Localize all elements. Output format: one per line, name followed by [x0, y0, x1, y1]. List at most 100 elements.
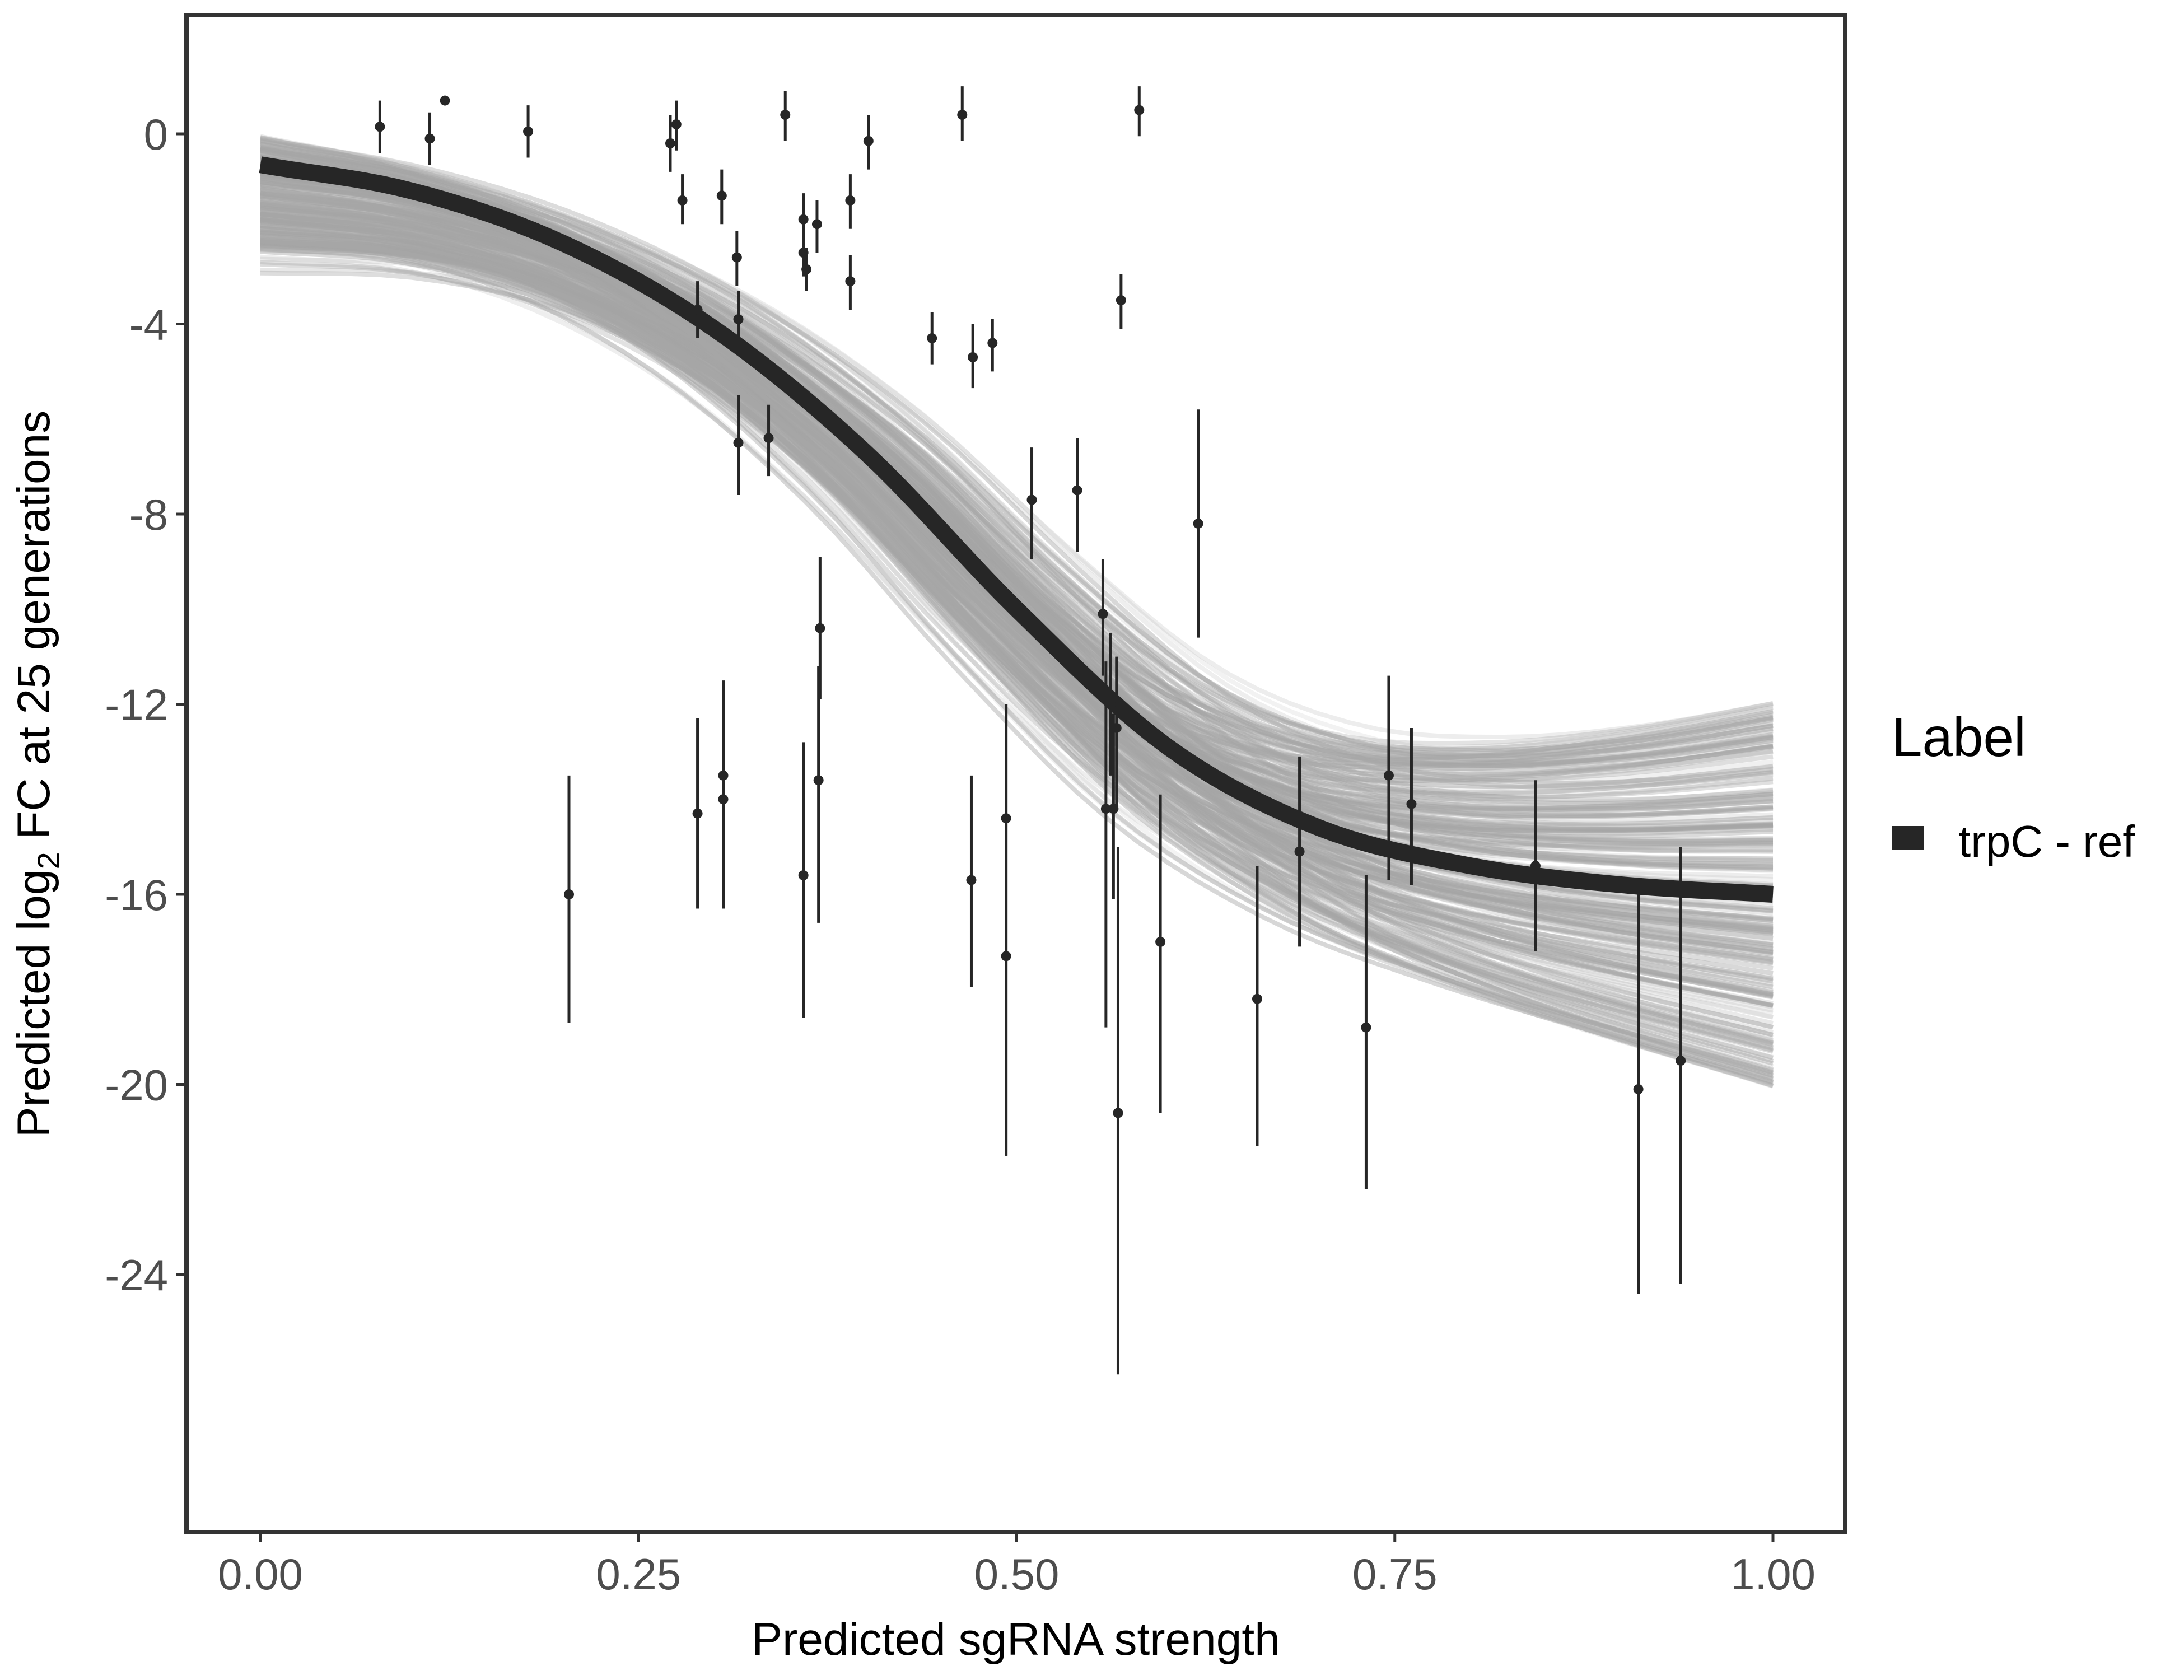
- posterior-draw-line: [260, 223, 1774, 888]
- posterior-draw-line: [260, 180, 1774, 1051]
- posterior-draw-line: [260, 176, 1774, 999]
- x-tick-label: 0.50: [974, 1550, 1060, 1599]
- posterior-draw-line: [260, 217, 1774, 932]
- posterior-draw-line: [260, 190, 1774, 934]
- posterior-draw-line: [260, 202, 1774, 913]
- y-axis-title: Predicted log2 FC at 25 generations: [8, 410, 66, 1137]
- posterior-draw-line: [260, 179, 1774, 757]
- posterior-draw-line: [260, 161, 1774, 769]
- posterior-draw-line: [260, 232, 1774, 812]
- plot-panel-border: [184, 13, 1847, 1534]
- posterior-draw-line: [260, 225, 1774, 981]
- posterior-draw-line: [260, 139, 1774, 930]
- data-point: [1676, 847, 1686, 1284]
- posterior-draw-line: [260, 165, 1774, 874]
- data-point: [692, 718, 703, 909]
- posterior-draw-line: [260, 219, 1774, 922]
- posterior-draw-line: [260, 162, 1774, 1006]
- point-marker: [1383, 770, 1394, 781]
- point-marker: [987, 338, 998, 348]
- posterior-draw-line: [260, 195, 1774, 768]
- posterior-draw-line: [260, 216, 1774, 1046]
- posterior-draw-line: [260, 224, 1774, 795]
- posterior-draw-line: [260, 199, 1774, 753]
- posterior-draw-line: [260, 217, 1774, 1072]
- data-point: [375, 100, 385, 153]
- point-marker: [1105, 699, 1116, 710]
- posterior-draw-line: [260, 146, 1774, 871]
- posterior-draw-line: [260, 236, 1774, 785]
- data-point: [733, 395, 744, 496]
- posterior-draw-line: [260, 223, 1774, 766]
- posterior-draw-line: [260, 240, 1774, 813]
- posterior-draw-line: [260, 237, 1774, 951]
- posterior-draw-line: [260, 219, 1774, 955]
- y-axis: 0 -4 -8 -12 -16 -20 -24: [105, 110, 184, 1300]
- posterior-draw-line: [260, 193, 1774, 993]
- point-marker: [523, 126, 534, 137]
- posterior-draw-line: [260, 211, 1774, 763]
- posterior-draw-line: [260, 203, 1774, 769]
- point-marker: [665, 138, 675, 148]
- posterior-draw-line: [260, 171, 1774, 935]
- posterior-draw-line: [260, 171, 1774, 780]
- posterior-draw-line: [260, 191, 1774, 1020]
- posterior-draw-line: [260, 142, 1774, 790]
- posterior-draw-line: [260, 242, 1774, 820]
- posterior-draw-line: [260, 144, 1774, 998]
- point-marker: [966, 875, 977, 885]
- point-marker: [1361, 1022, 1371, 1033]
- data-point: [716, 169, 727, 225]
- posterior-draw-line: [260, 202, 1774, 801]
- posterior-draw-line: [260, 248, 1774, 813]
- data-point: [845, 174, 856, 229]
- posterior-draw-line: [260, 187, 1774, 927]
- point-marker: [845, 195, 856, 206]
- posterior-draw-line: [260, 239, 1774, 853]
- x-axis-title: Predicted sgRNA strength: [752, 1614, 1280, 1665]
- data-point: [1113, 847, 1123, 1375]
- posterior-draw-line: [260, 211, 1774, 853]
- point-marker: [564, 889, 575, 899]
- posterior-draw-line: [260, 162, 1774, 754]
- posterior-draw-line: [260, 233, 1774, 923]
- point-marker: [845, 276, 856, 287]
- point-marker: [813, 775, 824, 786]
- posterior-draw-line: [260, 240, 1774, 913]
- point-marker: [763, 433, 774, 444]
- y-tick-label: -8: [129, 490, 168, 539]
- posterior-draw-line: [260, 229, 1774, 1037]
- y-axis-title-rest: FC at 25 generations: [8, 410, 59, 852]
- point-marker: [1100, 804, 1111, 814]
- posterior-draw-line: [260, 146, 1774, 951]
- posterior-draw-line: [260, 179, 1774, 1082]
- point-marker: [798, 870, 809, 881]
- data-point: [1155, 794, 1166, 1113]
- data-point: [1383, 675, 1394, 880]
- posterior-draw-line: [260, 210, 1774, 945]
- posterior-draw-line: [260, 241, 1774, 987]
- data-point: [424, 112, 435, 165]
- posterior-draw-line: [260, 186, 1774, 1007]
- posterior-draw-line: [260, 136, 1774, 809]
- data-point: [957, 86, 968, 141]
- point-marker: [801, 264, 812, 274]
- posterior-draw-line: [260, 254, 1774, 983]
- point-marker: [731, 252, 742, 263]
- posterior-draw-line: [260, 197, 1774, 806]
- point-marker: [815, 623, 825, 633]
- posterior-draw-line: [260, 247, 1774, 1054]
- point-marker: [863, 136, 874, 146]
- posterior-draw-line: [260, 176, 1774, 996]
- data-point: [968, 324, 978, 389]
- posterior-draw-line: [260, 171, 1774, 1044]
- fit-curve-line: [259, 156, 1774, 903]
- posterior-draw-line: [260, 226, 1774, 839]
- posterior-draw-line: [260, 214, 1774, 957]
- data-point: [845, 255, 856, 310]
- point-marker: [716, 190, 727, 201]
- posterior-draw-line: [260, 183, 1774, 774]
- posterior-draw-line: [260, 234, 1774, 1013]
- posterior-draw-line: [260, 199, 1774, 832]
